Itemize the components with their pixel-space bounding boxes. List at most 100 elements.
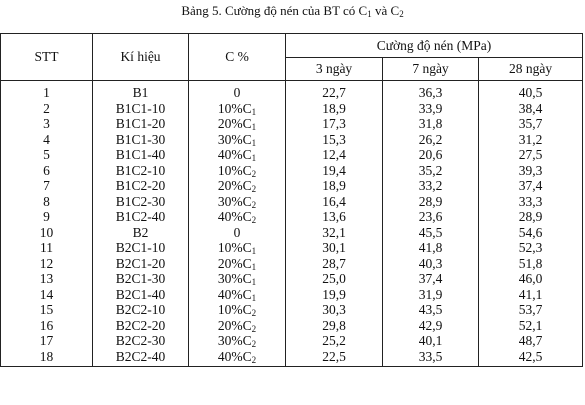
cell-day-7-value: 40,1 xyxy=(418,333,443,348)
table-row: 8 B1C2-30 30%C2 16,4 28,9 33,3 xyxy=(0,193,584,210)
table-row: 18 B2C2-40 40%C2 22,5 33,5 42,5 xyxy=(0,348,584,367)
cell-symbol-value: B2C2-20 xyxy=(115,317,166,333)
cell-c-percent: 30%C2 xyxy=(188,333,286,349)
cell-c-percent: 30%C1 xyxy=(188,131,286,147)
cell-c-percent: 20%C2 xyxy=(188,178,286,194)
cell-day-7: 42,9 xyxy=(382,317,479,333)
cell-day-7: 45,5 xyxy=(382,224,479,240)
cell-stt-value: 4 xyxy=(43,131,50,147)
cell-stt-value: 2 xyxy=(43,100,50,116)
header-day-3: 3 ngày xyxy=(285,57,383,81)
cell-day-28-value: 35,7 xyxy=(518,116,543,131)
cell-c-percent-value: 40%C xyxy=(217,286,252,302)
cell-c-percent-subscript: 1 xyxy=(251,106,257,117)
cell-day-7: 40,3 xyxy=(382,255,479,271)
cell-day-28: 52,1 xyxy=(477,317,584,333)
cell-day-7-value: 40,3 xyxy=(418,255,443,271)
cell-day-3-value: 30,1 xyxy=(322,240,346,255)
cell-symbol-value: B2C1-30 xyxy=(115,271,166,286)
cell-c-percent: 40%C2 xyxy=(188,348,286,367)
cell-symbol-value: B1C1-20 xyxy=(115,116,166,131)
cell-symbol: B2C1-30 xyxy=(92,271,189,287)
cell-day-7: 31,9 xyxy=(382,286,479,302)
cell-day-28-value: 28,9 xyxy=(518,209,543,224)
cell-day-7-value: 31,9 xyxy=(418,286,443,302)
cell-day-7: 23,6 xyxy=(382,209,479,225)
cell-c-percent-subscript: 2 xyxy=(251,199,257,210)
cell-day-3-value: 15,3 xyxy=(322,131,346,147)
cell-stt: 11 xyxy=(0,240,93,256)
cell-c-percent: 10%C1 xyxy=(188,240,286,256)
cell-day-3-value: 17,3 xyxy=(322,116,346,131)
cell-day-28: 53,7 xyxy=(477,302,584,318)
cell-symbol: B1C2-40 xyxy=(92,209,189,225)
header-strength: Cường độ nén (MPa) xyxy=(284,33,584,58)
cell-c-percent: 20%C1 xyxy=(188,255,286,271)
header-symbol: Kí hiệu xyxy=(92,33,189,81)
cell-stt: 1 xyxy=(0,80,93,101)
cell-day-28-value: 48,7 xyxy=(518,333,543,348)
cell-stt: 4 xyxy=(0,131,93,147)
cell-c-percent: 0 xyxy=(188,224,286,240)
cell-day-3-value: 22,5 xyxy=(322,348,346,364)
cell-day-28: 35,7 xyxy=(477,116,584,132)
cell-day-28-value: 46,0 xyxy=(518,271,543,286)
cell-day-28: 40,5 xyxy=(477,80,584,101)
cell-c-percent-value: 20%C xyxy=(217,178,252,193)
cell-day-28: 28,9 xyxy=(477,209,584,225)
cell-day-7: 36,3 xyxy=(382,80,479,101)
table-row: 16 B2C2-20 20%C2 29,8 42,9 52,1 xyxy=(0,317,584,333)
table-row: 11 B2C1-10 10%C1 30,1 41,8 52,3 xyxy=(0,240,584,256)
cell-day-28: 27,5 xyxy=(477,147,584,163)
cell-c-percent-value: 30%C xyxy=(217,333,252,348)
cell-stt-value: 5 xyxy=(43,147,50,162)
cell-symbol: B1 xyxy=(92,80,189,101)
header-day-7: 7 ngày xyxy=(382,57,479,81)
cell-stt: 7 xyxy=(0,178,93,194)
cell-day-3: 29,8 xyxy=(285,317,383,333)
table-row: 10 B2 0 32,1 45,5 54,6 xyxy=(0,224,584,240)
cell-c-percent-subscript: 1 xyxy=(251,277,257,287)
table-row: 13 B2C1-30 30%C1 25,0 37,4 46,0 xyxy=(0,271,584,287)
cell-symbol: B1C1-10 xyxy=(92,100,189,116)
cell-day-7: 40,1 xyxy=(382,333,479,349)
cell-day-7-value: 33,2 xyxy=(418,178,443,193)
header-c-percent: C % xyxy=(188,33,286,81)
cell-day-7-value: 37,4 xyxy=(418,271,443,286)
cell-day-7-value: 41,8 xyxy=(418,240,443,255)
cell-day-3-value: 22,7 xyxy=(322,85,346,100)
cell-c-percent-value: 30%C xyxy=(217,193,252,209)
cell-stt-value: 17 xyxy=(39,333,54,348)
cell-symbol: B1C2-10 xyxy=(92,162,189,178)
cell-stt-value: 14 xyxy=(39,286,54,302)
cell-day-28-value: 51,8 xyxy=(518,255,543,271)
table-row: 6 B1C2-10 10%C2 19,4 35,2 39,3 xyxy=(0,162,584,178)
cell-day-3: 22,5 xyxy=(285,348,383,367)
cell-symbol-value: B1 xyxy=(132,85,149,100)
cell-day-3: 30,1 xyxy=(285,240,383,256)
cell-c-percent-value: 20%C xyxy=(217,255,252,271)
table-body: 1 B1 0 22,7 36,3 40,5 2 B1C1-10 10%C1 18,9 33,9 38,… xyxy=(0,80,584,367)
cell-day-28-value: 53,7 xyxy=(518,302,543,317)
cell-c-percent-subscript: 1 xyxy=(251,246,257,256)
cell-symbol: B1C1-40 xyxy=(92,147,189,163)
cell-day-7: 26,2 xyxy=(382,131,479,147)
caption-text-middle: và C xyxy=(371,3,400,18)
cell-c-percent: 30%C2 xyxy=(188,193,286,210)
cell-day-28: 54,6 xyxy=(477,224,584,240)
cell-stt: 12 xyxy=(0,255,93,271)
cell-c-percent-value: 0 xyxy=(233,224,241,240)
header-stt: STT xyxy=(0,33,93,81)
cell-stt: 6 xyxy=(0,162,93,178)
cell-stt: 16 xyxy=(0,317,93,333)
cell-day-7: 41,8 xyxy=(382,240,479,256)
table-row: 4 B1C1-30 30%C1 15,3 26,2 31,2 xyxy=(0,131,584,147)
cell-day-28: 52,3 xyxy=(477,240,584,256)
cell-day-3-value: 29,8 xyxy=(322,317,346,333)
table-row: 3 B1C1-20 20%C1 17,3 31,8 35,7 xyxy=(0,116,584,132)
cell-day-28-value: 41,1 xyxy=(518,286,543,302)
cell-c-percent-value: 30%C xyxy=(217,271,252,286)
cell-stt: 18 xyxy=(0,348,93,367)
cell-symbol-value: B2C1-20 xyxy=(115,255,166,271)
cell-day-3-value: 25,0 xyxy=(322,271,346,286)
